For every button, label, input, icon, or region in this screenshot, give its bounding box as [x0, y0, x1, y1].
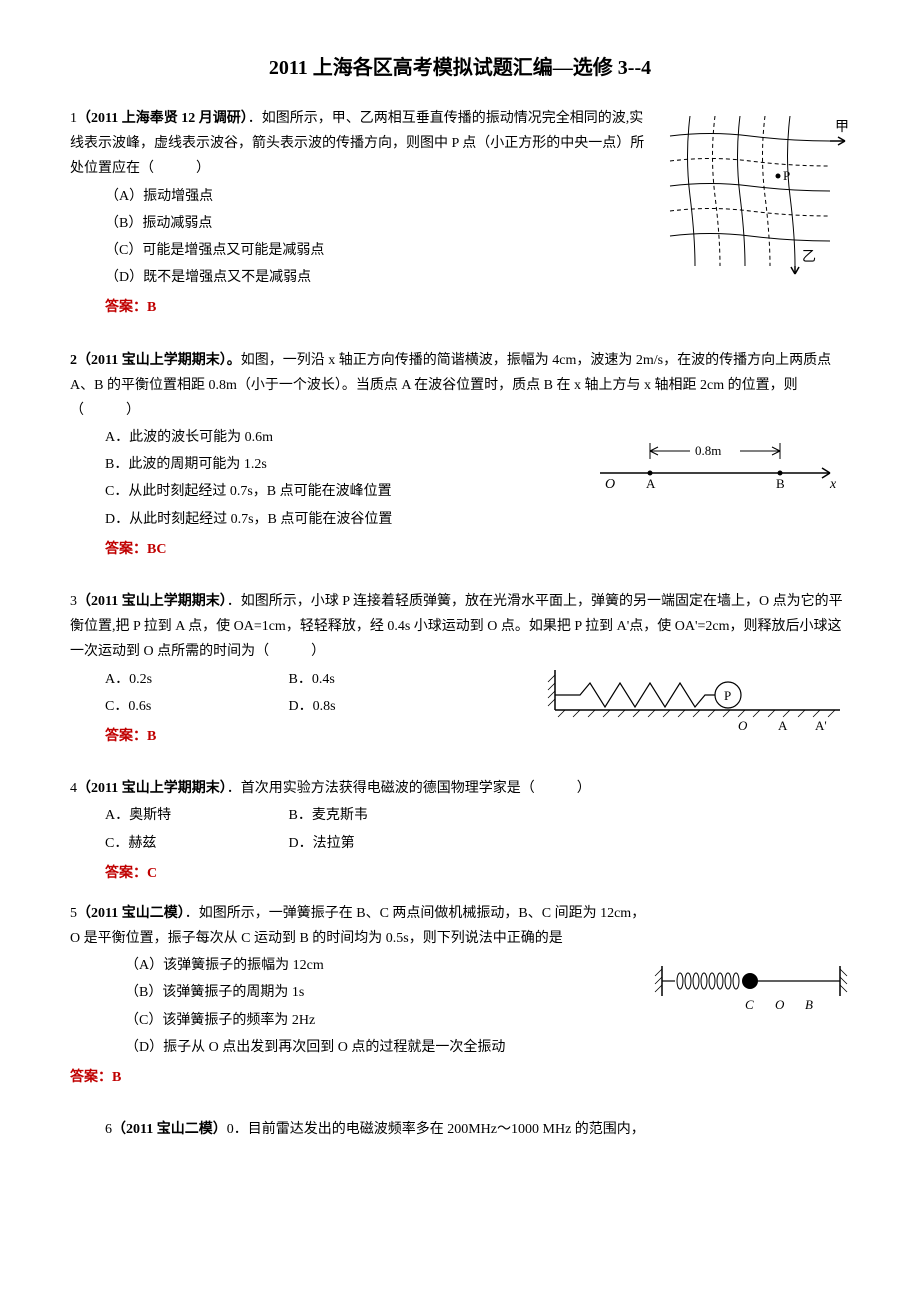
label-C: C — [745, 997, 754, 1012]
label-A: A — [646, 476, 656, 491]
q3-figure: P O A A' — [540, 665, 850, 744]
label-O: O — [738, 718, 748, 733]
q5-source: （2011 宝山二模） — [77, 906, 185, 921]
label-O: O — [775, 997, 785, 1012]
label-dist: 0.8m — [695, 443, 721, 458]
q1-figure: P 甲 乙 — [660, 106, 850, 285]
q1-num: 1 — [70, 111, 77, 126]
page-title: 2011 上海各区高考模拟试题汇编—选修 3--4 — [70, 50, 850, 86]
label-P: P — [783, 168, 790, 183]
q6-source: （2011 宝山二模） — [112, 1122, 227, 1137]
q3-optC: C．0.6s — [105, 694, 285, 719]
q5-answer: 答案：B — [70, 1065, 850, 1090]
q4-text: ．首次用实验方法获得电磁波的德国物理学家是（ ） — [227, 781, 591, 796]
label-P: P — [724, 688, 731, 703]
q3-num: 3 — [70, 594, 77, 609]
q1-source: （2011 上海奉贤 12 月调研） — [77, 111, 248, 126]
question-6: 6（2011 宝山二模）0．目前雷达发出的电磁波频率多在 200MHz～1000… — [70, 1117, 850, 1142]
q4-optB: B．麦克斯韦 — [289, 803, 469, 828]
question-5: 5（2011 宝山二模）．如图所示，一弹簧振子在 B、C 两点间做机械振动，B、… — [70, 901, 850, 1102]
q4-source: （2011 宝山上学期期末） — [77, 781, 227, 796]
q5-num: 5 — [70, 906, 77, 921]
q4-optD: D．法拉第 — [289, 831, 469, 856]
q2-num: 2 — [70, 353, 77, 368]
q2-source: （2011 宝山上学期期末）。 — [77, 353, 241, 368]
q3-optA: A．0.2s — [105, 667, 285, 692]
question-3: 3（2011 宝山上学期期末）．如图所示，小球 P 连接着轻质弹簧，放在光滑水平… — [70, 589, 850, 761]
q3-source: （2011 宝山上学期期末） — [77, 594, 227, 609]
question-1: P 甲 乙 1（2011 上海奉贤 12 月调研）．如图所示，甲、乙两相互垂直传… — [70, 106, 850, 333]
label-x: x — [829, 477, 837, 492]
q1-answer: 答案：B — [70, 295, 850, 320]
q2-answer: 答案：BC — [70, 537, 850, 562]
label-B: B — [776, 476, 785, 491]
q6-text: 0．目前雷达发出的电磁波频率多在 200MHz～1000 MHz 的范围内， — [227, 1122, 645, 1137]
question-2: 2（2011 宝山上学期期末）。如图，一列沿 x 轴正方向传播的简谐横波，振幅为… — [70, 348, 850, 575]
label-O: O — [605, 477, 615, 492]
q4-optC: C．赫兹 — [105, 831, 285, 856]
q4-optA: A．奥斯特 — [105, 803, 285, 828]
label-Ap: A' — [815, 718, 827, 733]
label-yi: 乙 — [802, 249, 816, 265]
label-jia: 甲 — [835, 120, 849, 135]
q3-optB: B．0.4s — [289, 667, 469, 692]
question-4: 4（2011 宝山上学期期末）．首次用实验方法获得电磁波的德国物理学家是（ ） … — [70, 776, 850, 886]
q3-optD: D．0.8s — [289, 694, 469, 719]
q5-text2: O 是平衡位置，振子每次从 C 运动到 B 的时间均为 0.5s，则下列说法中正… — [70, 926, 850, 951]
q5-text1: ．如图所示，一弹簧振子在 B、C 两点间做机械振动，B、C 间距为 12cm， — [185, 906, 645, 921]
q4-num: 4 — [70, 781, 77, 796]
q6-num: 6 — [105, 1122, 112, 1137]
label-A: A — [778, 718, 788, 733]
q5-figure: C O B — [650, 961, 850, 1030]
q2-optD: D．从此时刻起经过 0.7s，B 点可能在波谷位置 — [105, 507, 850, 532]
q5-optD: （D）振子从 O 点出发到再次回到 O 点的过程就是一次全振动 — [125, 1035, 850, 1060]
q2-figure: O A B x 0.8m — [590, 433, 850, 502]
q4-answer: 答案：C — [70, 861, 850, 886]
label-B: B — [805, 997, 813, 1012]
